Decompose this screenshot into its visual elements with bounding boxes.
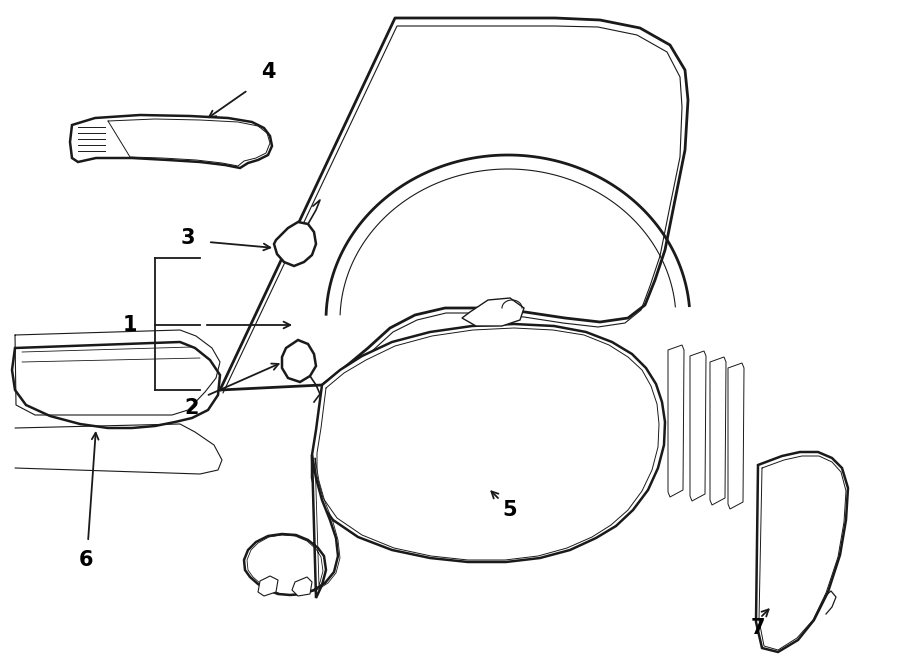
Polygon shape <box>292 577 312 596</box>
Text: 4: 4 <box>261 62 275 82</box>
Polygon shape <box>728 363 744 509</box>
Text: 7: 7 <box>751 618 765 638</box>
Polygon shape <box>244 455 338 598</box>
Text: 5: 5 <box>503 500 517 520</box>
Polygon shape <box>756 452 848 652</box>
Polygon shape <box>690 351 706 501</box>
Polygon shape <box>258 576 278 596</box>
Polygon shape <box>312 324 665 562</box>
Polygon shape <box>282 340 316 382</box>
Text: 6: 6 <box>79 550 94 570</box>
Polygon shape <box>12 342 220 428</box>
Polygon shape <box>70 115 272 168</box>
Polygon shape <box>274 222 316 266</box>
Text: 1: 1 <box>122 315 137 335</box>
Polygon shape <box>710 357 726 505</box>
Polygon shape <box>462 298 524 326</box>
Polygon shape <box>668 345 684 497</box>
Text: 2: 2 <box>184 398 199 418</box>
Text: 3: 3 <box>181 228 195 248</box>
